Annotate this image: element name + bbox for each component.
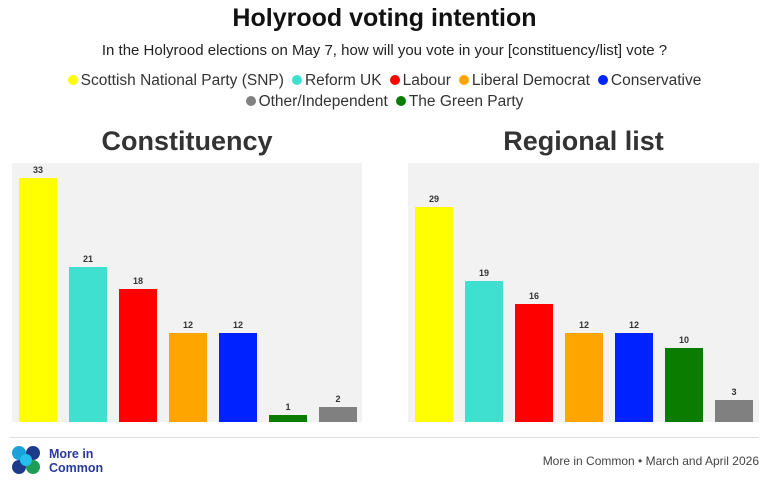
legend-label: Other/Independent bbox=[258, 93, 388, 110]
bar bbox=[19, 177, 57, 422]
data-label: 12 bbox=[182, 320, 193, 331]
bar bbox=[565, 333, 603, 422]
data-label: 3 bbox=[731, 386, 737, 397]
legend-item: Reform UK bbox=[291, 72, 382, 89]
data-label: 33 bbox=[32, 164, 43, 175]
legend-swatch bbox=[67, 75, 78, 85]
legend: Scottish National Party (SNP) Reform UK La… bbox=[20, 70, 749, 112]
legend-label: Reform UK bbox=[304, 72, 382, 89]
legend-label: The Green Party bbox=[408, 93, 524, 110]
bar bbox=[269, 414, 307, 422]
legend-label: Liberal Democrat bbox=[471, 72, 590, 89]
legend-swatch bbox=[597, 75, 608, 85]
legend-item: The Green Party bbox=[395, 93, 524, 110]
bar bbox=[465, 281, 503, 422]
data-label: 1 bbox=[285, 401, 291, 412]
bar bbox=[715, 399, 753, 422]
data-label: 2 bbox=[335, 394, 341, 405]
constituency-plot: 33 21 18 12 12 1 2 bbox=[12, 163, 362, 422]
source-note: More in Common • March and April 2026 bbox=[542, 454, 759, 468]
regional-title: Regional list bbox=[503, 126, 664, 156]
legend-item: Other/Independent bbox=[245, 93, 388, 110]
data-label: 10 bbox=[678, 335, 689, 345]
data-label: 29 bbox=[428, 194, 439, 205]
legend-item: Labour bbox=[389, 72, 451, 89]
bar bbox=[119, 288, 157, 422]
data-label: 19 bbox=[478, 268, 489, 279]
data-label: 12 bbox=[578, 320, 589, 331]
bar bbox=[415, 207, 453, 422]
legend-swatch bbox=[395, 96, 406, 106]
legend-label: Labour bbox=[402, 72, 451, 89]
data-label: 21 bbox=[82, 253, 93, 264]
data-label: 12 bbox=[628, 320, 639, 331]
bar bbox=[169, 333, 207, 422]
footer-divider bbox=[10, 437, 759, 438]
more-in-common-logo-icon bbox=[12, 446, 40, 474]
bar bbox=[615, 333, 653, 422]
chart-subtitle: In the Holyrood elections on May 7, how … bbox=[101, 42, 668, 59]
legend-swatch bbox=[389, 75, 400, 85]
bar bbox=[219, 333, 257, 422]
legend-swatch bbox=[458, 75, 469, 85]
bar bbox=[69, 266, 107, 422]
legend-label: Scottish National Party (SNP) bbox=[80, 72, 284, 89]
legend-item: Conservative bbox=[597, 72, 702, 89]
bar bbox=[515, 303, 553, 422]
data-label: 12 bbox=[232, 320, 243, 331]
bar bbox=[665, 348, 703, 422]
data-label: 16 bbox=[528, 290, 539, 301]
bar bbox=[319, 407, 357, 422]
logo-text: More in Common bbox=[49, 447, 104, 475]
chart-title: Holyrood voting intention bbox=[232, 4, 537, 32]
legend-item: Scottish National Party (SNP) bbox=[67, 72, 284, 89]
legend-item: Liberal Democrat bbox=[458, 72, 590, 89]
legend-swatch bbox=[245, 96, 256, 106]
data-label: 18 bbox=[132, 275, 143, 286]
regional-plot: 29 19 16 12 12 10 3 bbox=[408, 163, 759, 422]
constituency-title: Constituency bbox=[101, 126, 273, 156]
legend-label: Conservative bbox=[610, 72, 702, 89]
legend-swatch bbox=[291, 75, 302, 85]
